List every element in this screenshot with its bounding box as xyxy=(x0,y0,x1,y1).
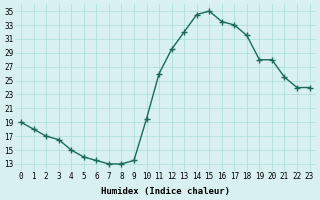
X-axis label: Humidex (Indice chaleur): Humidex (Indice chaleur) xyxy=(101,187,230,196)
